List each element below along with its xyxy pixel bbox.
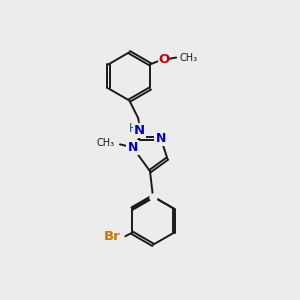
Text: O: O [158, 52, 169, 65]
Text: H: H [129, 122, 138, 135]
Text: Br: Br [104, 230, 121, 243]
Text: CH₃: CH₃ [179, 52, 197, 62]
Text: CH₃: CH₃ [97, 138, 115, 148]
Text: N: N [134, 124, 145, 137]
Text: N: N [155, 132, 166, 145]
Text: N: N [128, 141, 138, 154]
